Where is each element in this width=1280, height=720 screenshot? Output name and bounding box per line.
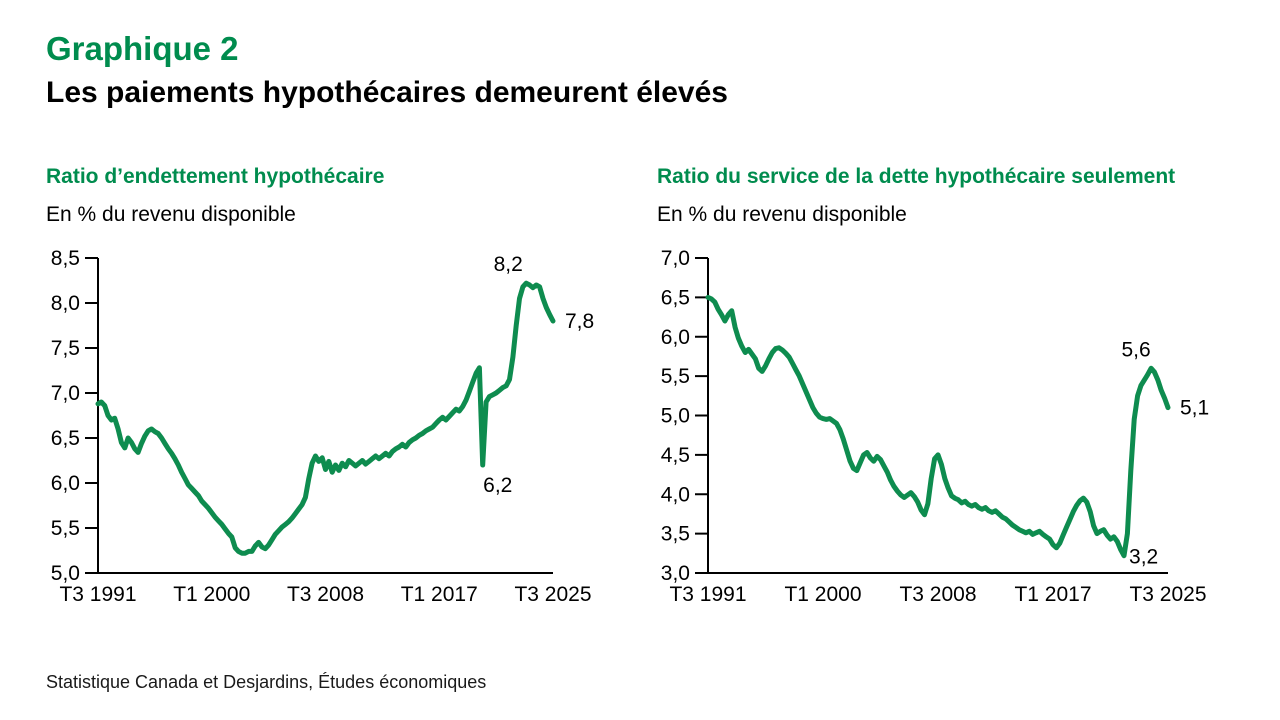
y-axis-label: 3,0: [661, 562, 690, 585]
data-label: 3,2: [1129, 546, 1158, 569]
x-axis-label: T3 2008: [899, 583, 976, 606]
x-axis-label: T3 1991: [669, 583, 746, 606]
right-chart-units-label: En % du revenu disponible: [657, 203, 907, 226]
x-axis-label: T3 1991: [59, 583, 136, 606]
y-axis-label: 5,0: [51, 562, 80, 585]
series-line: [705, 294, 1171, 559]
axis: [97, 258, 553, 574]
y-axis-label: 8,0: [51, 292, 80, 315]
left-chart-header: Ratio d’endettement hypothécaire En % du…: [46, 165, 384, 227]
source-note: Statistique Canada et Desjardins, Études…: [46, 672, 487, 692]
data-label: 8,2: [494, 253, 523, 276]
y-axis-label: 7,5: [51, 337, 80, 360]
x-axis-label: T1 2017: [1014, 583, 1091, 606]
y-axis-label: 4,0: [661, 483, 690, 506]
y-axis-label: 3,5: [661, 523, 690, 546]
y-axis-label: 6,5: [51, 427, 80, 450]
x-axis-label: T3 2025: [1129, 583, 1206, 606]
left-chart-units-label: En % du revenu disponible: [46, 203, 296, 226]
left-chart: 8,5 8,0 7,5 7,0 6,5 6,0 5,5 5,0T3 1991 T1 2000 T3…: [51, 247, 594, 606]
page-subtitle: Les paiements hypothécaires demeurent él…: [46, 76, 728, 109]
series-line: [95, 280, 556, 556]
x-axis-label: T1 2000: [784, 583, 861, 606]
right-chart-title: Ratio du service de la dette hypothécair…: [657, 165, 1176, 188]
y-axis-label: 5,0: [661, 405, 690, 428]
x-axis-label: T3 2008: [287, 583, 364, 606]
data-label: 5,1: [1180, 397, 1209, 420]
y-axis-label: 6,5: [661, 286, 690, 309]
y-axis-label: 6,0: [51, 472, 80, 495]
page-title: Graphique 2: [46, 30, 239, 67]
y-axis-label: 5,5: [661, 365, 690, 388]
data-label: 5,6: [1121, 338, 1150, 361]
y-axis-label: 7,0: [51, 382, 80, 405]
x-axis-label: T1 2017: [401, 583, 478, 606]
x-axis-label: T3 2025: [514, 583, 591, 606]
left-chart-title: Ratio d’endettement hypothécaire: [46, 165, 385, 188]
y-axis-label: 8,5: [51, 247, 80, 270]
data-label: 7,8: [565, 310, 594, 333]
y-axis-label: 7,0: [661, 247, 690, 270]
y-axis-label: 6,0: [661, 326, 690, 349]
right-chart-header: Ratio du service de la dette hypothécair…: [657, 165, 1175, 227]
right-chart: 7,0 6,5 6,0 5,5 5,0 4,5 4,0 3,5 3,0T3 1991 T1 200…: [661, 247, 1209, 606]
data-label: 6,2: [483, 474, 512, 497]
axis: [707, 258, 1168, 574]
y-axis-label: 5,5: [51, 517, 80, 540]
y-axis-label: 4,5: [661, 444, 690, 467]
x-axis-label: T1 2000: [173, 583, 250, 606]
